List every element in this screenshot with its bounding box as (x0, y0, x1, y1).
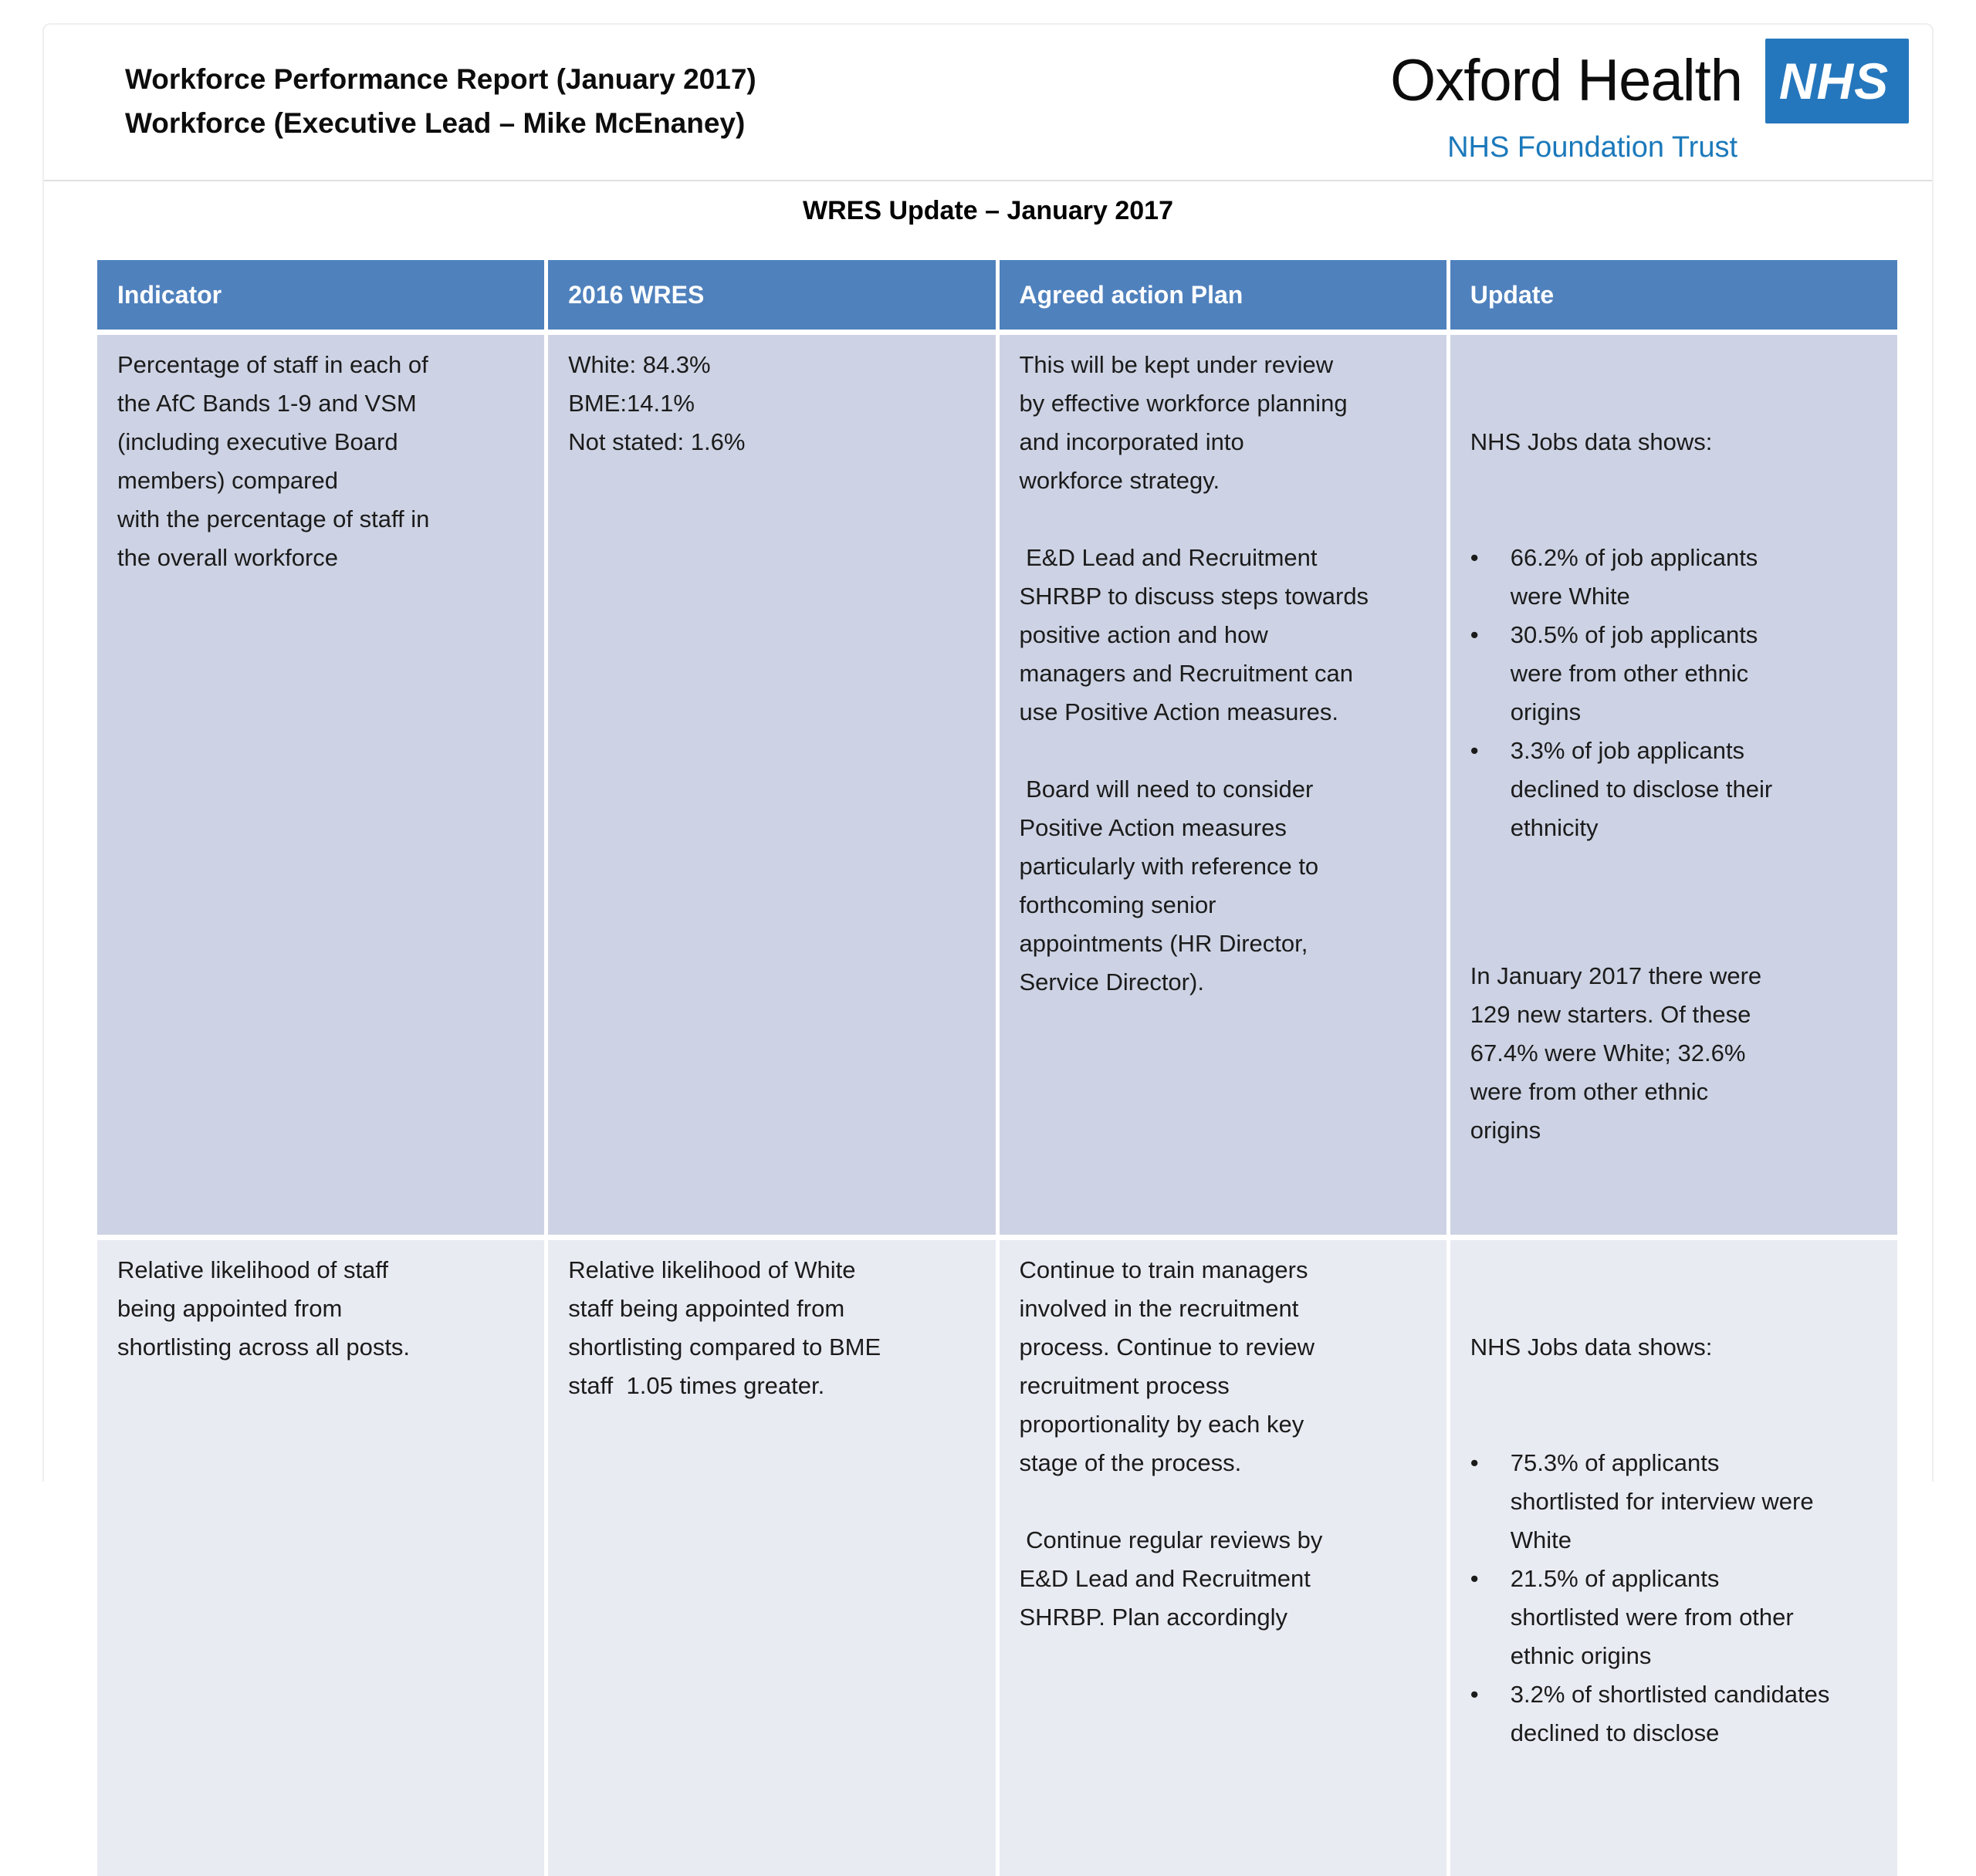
page-title: Workforce Performance Report (January 20… (125, 63, 756, 139)
report-header: Workforce Performance Report (January 20… (44, 25, 1932, 181)
table-cell-update-row2: NHS Jobs data shows: • 75.3% of applican… (1450, 1240, 1897, 1876)
table-cell-2016-wres-row2: Relative likelihood of White staff being… (548, 1240, 996, 1876)
column-header-update: Update (1450, 260, 1897, 330)
page: { "theme": { "header_bg": "#4f81bd", "ro… (42, 23, 1934, 1876)
header-divider (44, 180, 1932, 181)
nhs-logo-text: NHS (1778, 52, 1890, 110)
nhs-foundation-trust-label: NHS Foundation Trust (1447, 131, 1738, 164)
nhs-logo-box: NHS (1765, 39, 1909, 123)
report-page: Workforce Performance Report (January 20… (42, 23, 1934, 1876)
org-name: Oxford Health (1390, 48, 1743, 113)
table-cell-indicator-row1: Percentage of staff in each of the AfC B… (97, 335, 545, 1235)
update-intro: NHS Jobs data shows: (1470, 1333, 1713, 1361)
list-item: • 75.3% of applicants shortlisted for in… (1470, 1444, 1882, 1560)
list-item: • 3.2% of shortlisted candidates decline… (1470, 1675, 1882, 1753)
update-intro: NHS Jobs data shows: (1470, 428, 1713, 455)
bullet-icon: • (1470, 1449, 1479, 1476)
table-cell-indicator-row2: Relative likelihood of staff being appoi… (97, 1240, 545, 1876)
wres-update-table: Indicator 2016 WRES Agreed action Plan U… (97, 260, 1897, 1876)
table-cell-action-plan-row1: This will be kept under review by effect… (999, 335, 1446, 1235)
section-title: WRES Update – January 2017 (803, 196, 1173, 225)
update-footer: In January 2017 there were 129 new start… (1470, 962, 1762, 1144)
update-bullet-list: • 75.3% of applicants shortlisted for in… (1470, 1444, 1882, 1753)
update-bullet-list: • 66.2% of job applicants were White • 3… (1470, 539, 1882, 847)
oxford-health-nhs-logo: Oxford Health NHS NHS Foundation Trust (1390, 39, 1918, 164)
list-item: • 30.5% of job applicants were from othe… (1470, 616, 1882, 732)
list-item: • 3.3% of job applicants declined to dis… (1470, 732, 1882, 847)
table-cell-update-row1: NHS Jobs data shows: • 66.2% of job appl… (1450, 335, 1897, 1235)
column-header-agreed-action-plan: Agreed action Plan (999, 260, 1446, 330)
list-item: • 66.2% of job applicants were White (1470, 539, 1882, 616)
bullet-icon: • (1470, 737, 1479, 764)
bullet-icon: • (1470, 1681, 1479, 1708)
bullet-icon: • (1470, 621, 1479, 648)
table-cell-action-plan-row2: Continue to train managers involved in t… (999, 1240, 1446, 1876)
table-cell-2016-wres-row1: White: 84.3% BME:14.1% Not stated: 1.6% (548, 335, 996, 1235)
bullet-icon: • (1470, 544, 1479, 571)
bullet-icon: • (1470, 1565, 1479, 1592)
logo-row: Oxford Health NHS (1390, 39, 1918, 123)
column-header-indicator: Indicator (97, 260, 545, 330)
column-header-2016-wres: 2016 WRES (548, 260, 996, 330)
list-item: • 21.5% of applicants shortlisted were f… (1470, 1560, 1882, 1675)
